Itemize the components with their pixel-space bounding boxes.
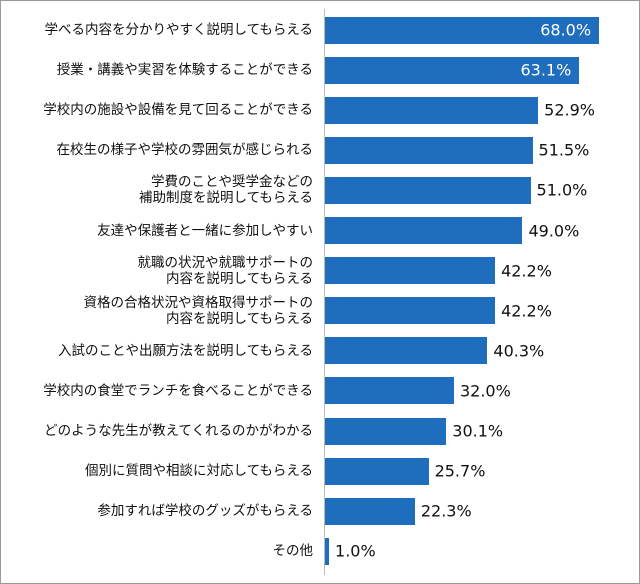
category-label: どのような先生が教えてくれるのかがわかる (44, 423, 313, 439)
category-label: 個別に質問や相談に対応してもらえる (84, 463, 313, 480)
value-label: 32.0% (459, 381, 511, 401)
bar (325, 297, 496, 325)
category-label: 入試のことや出願方法を説明してもらえる (57, 342, 313, 359)
bar (325, 16, 600, 44)
value-label: 22.3% (420, 501, 472, 521)
value-label: 42.2% (501, 301, 552, 321)
value-label: 40.3% (493, 341, 545, 361)
value-label: 51.0% (536, 180, 588, 200)
bar (325, 417, 447, 445)
bar (325, 377, 454, 405)
value-label: 63.1% (520, 60, 572, 80)
value-label: 1.0% (335, 541, 376, 561)
category-label: 友達や保護者と一緒に参加しやすい (97, 222, 313, 239)
bar (325, 337, 488, 365)
bar (325, 176, 531, 204)
bar (325, 96, 539, 124)
value-label: 52.9% (544, 100, 595, 120)
value-label: 49.0% (528, 221, 580, 240)
bar (325, 457, 429, 485)
value-label: 30.1% (452, 421, 504, 441)
value-label: 42.2% (501, 261, 552, 281)
bar (325, 136, 533, 164)
category-label: 就職の状況や就職サポートの 内容を説明してもらえる (137, 254, 314, 287)
bar (325, 497, 415, 525)
category-label: その他 (272, 543, 314, 560)
category-label: 学費のことや奨学金などの 補助制度を説明してもらえる (138, 174, 313, 207)
value-label: 51.5% (538, 140, 590, 160)
category-label: 参加すれば学校のグッズがもらえる (97, 503, 313, 520)
axis-line (324, 9, 325, 575)
bar (325, 537, 330, 565)
bar (325, 56, 580, 84)
value-label: 25.7% (434, 461, 486, 481)
bar (325, 257, 496, 285)
category-label: 学校内の施設や設備を見て回ることができる (43, 102, 313, 119)
category-label: 在校生の様子や学校の雰囲気が感じられる (56, 142, 314, 159)
category-label: 学べる内容を分かりやすく説明してもらえる (44, 22, 313, 38)
bar (325, 217, 523, 244)
category-label: 資格の合格状況や資格取得サポートの 内容を説明してもらえる (83, 294, 314, 327)
value-label: 68.0% (540, 20, 592, 40)
category-label: 授業・講義や実習を体験することができる (56, 62, 313, 79)
category-label: 学校内の食堂でランチを食べることができる (43, 382, 313, 399)
